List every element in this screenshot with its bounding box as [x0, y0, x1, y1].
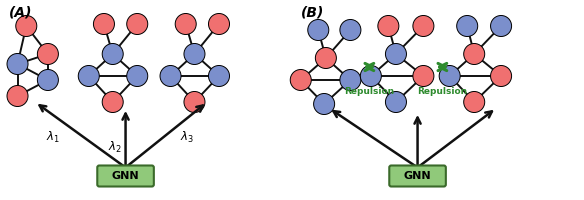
Circle shape [127, 13, 148, 35]
Circle shape [160, 65, 181, 87]
Circle shape [127, 65, 148, 87]
Circle shape [16, 15, 37, 37]
Text: GNN: GNN [404, 171, 432, 181]
Circle shape [360, 65, 381, 87]
Text: $\lambda_2$: $\lambda_2$ [108, 139, 122, 155]
Circle shape [491, 15, 512, 37]
Circle shape [457, 15, 478, 37]
Circle shape [7, 53, 28, 75]
Circle shape [439, 65, 460, 87]
Text: (A): (A) [9, 6, 32, 20]
Circle shape [93, 13, 114, 35]
Text: (B): (B) [301, 6, 324, 20]
Circle shape [315, 47, 336, 69]
Text: $\lambda_3$: $\lambda_3$ [180, 129, 194, 145]
Circle shape [290, 69, 311, 91]
Circle shape [308, 19, 329, 41]
Text: Repulsion: Repulsion [344, 87, 394, 96]
Circle shape [340, 69, 361, 91]
Circle shape [102, 43, 123, 65]
Text: $\lambda_1$: $\lambda_1$ [46, 129, 60, 145]
Circle shape [102, 91, 123, 113]
Circle shape [314, 93, 335, 115]
Circle shape [175, 13, 196, 35]
FancyBboxPatch shape [390, 166, 446, 186]
FancyBboxPatch shape [98, 166, 154, 186]
Circle shape [37, 69, 58, 91]
Circle shape [464, 43, 485, 65]
Circle shape [184, 91, 205, 113]
Circle shape [385, 43, 406, 65]
Text: Repulsion: Repulsion [417, 87, 467, 96]
Circle shape [413, 65, 434, 87]
Text: GNN: GNN [112, 171, 140, 181]
Circle shape [464, 91, 485, 113]
Circle shape [208, 13, 230, 35]
Circle shape [413, 15, 434, 37]
Circle shape [378, 15, 399, 37]
Circle shape [491, 65, 512, 87]
Circle shape [385, 91, 406, 113]
Circle shape [208, 65, 230, 87]
Circle shape [37, 43, 58, 65]
Circle shape [78, 65, 99, 87]
Circle shape [184, 43, 205, 65]
Circle shape [7, 85, 28, 107]
Circle shape [340, 19, 361, 41]
